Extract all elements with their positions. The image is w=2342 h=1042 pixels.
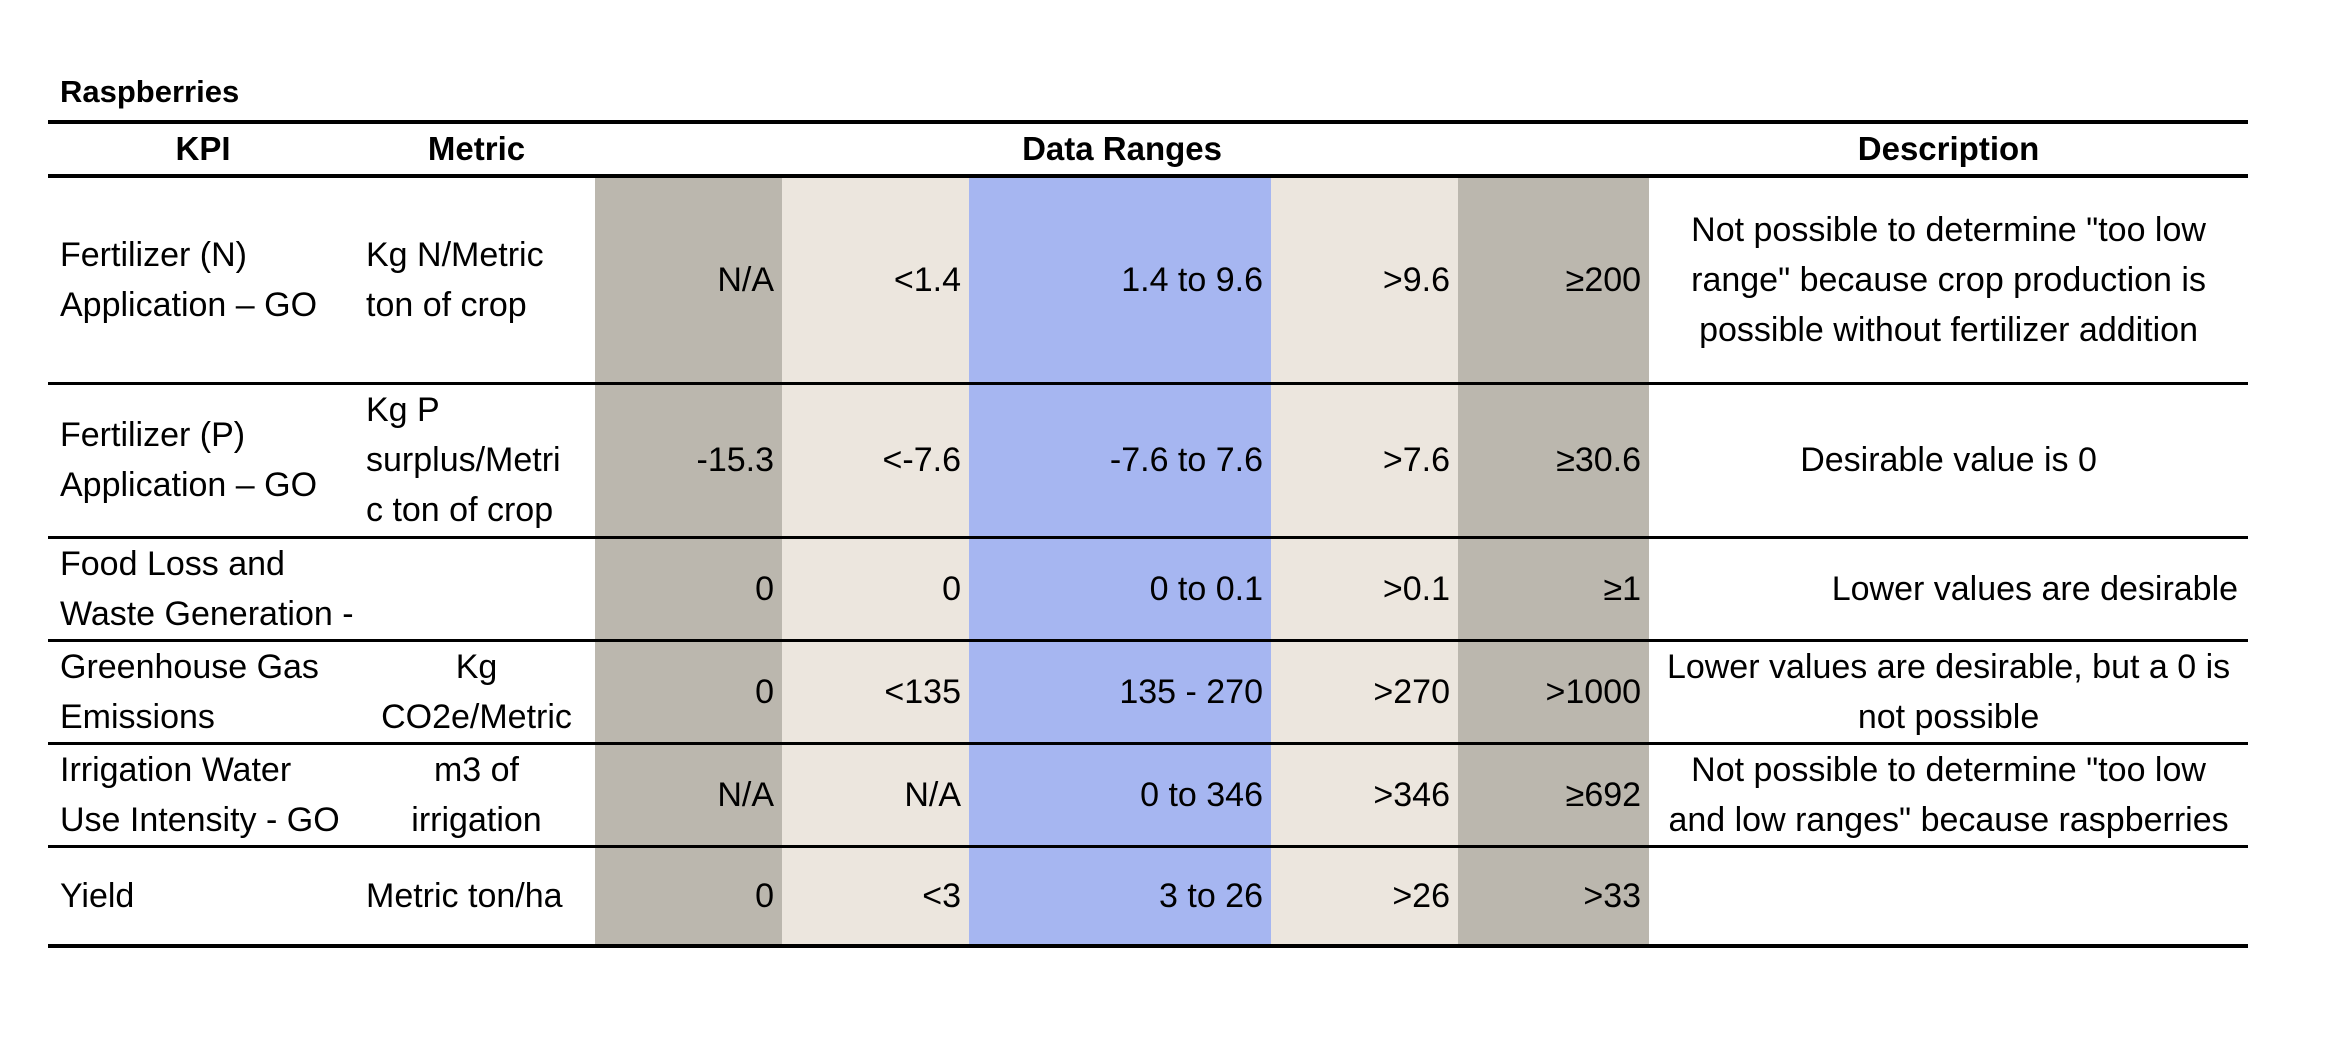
range-low: <135: [782, 640, 969, 743]
range-low: <-7.6: [782, 383, 969, 537]
range-low: N/A: [782, 743, 969, 846]
metric-line: Kg P: [366, 391, 440, 429]
kpi-cell: Yield: [48, 846, 358, 946]
metric-line: irrigation: [411, 800, 542, 839]
header-description: Description: [1649, 120, 2249, 178]
metric-cell: Kg N/Metric ton of crop: [358, 176, 595, 383]
header-metric: Metric: [358, 120, 595, 178]
range-too-low: 0: [595, 846, 782, 946]
description-line: possible without fertilizer addition: [1699, 310, 2199, 349]
metric-cell: Kg P surplus/Metri c ton of crop: [358, 383, 595, 537]
header-data-ranges: Data Ranges: [595, 120, 1650, 178]
kpi-table: KPI Metric Data Ranges Description Ferti…: [48, 120, 2249, 948]
kpi-line: Irrigation Water: [60, 750, 292, 789]
description-cell: Desirable value is 0: [1649, 383, 2248, 537]
description-cell: Lower values are desirable: [1649, 537, 2248, 640]
range-too-high: ≥1: [1458, 537, 1650, 640]
kpi-cell: Fertilizer (N) Application – GO: [48, 176, 358, 383]
range-too-high: ≥30.6: [1458, 383, 1650, 537]
metric-cell: m3 of irrigation: [358, 743, 595, 846]
range-high: >26: [1271, 846, 1458, 946]
range-too-high: ≥200: [1458, 176, 1650, 383]
kpi-line: Fertilizer (P): [60, 416, 246, 454]
table-row: Fertilizer (N) Application – GO Kg N/Met…: [48, 176, 2249, 383]
range-high: >9.6: [1271, 176, 1458, 383]
metric-line: c ton of crop: [366, 491, 554, 529]
range-too-low: -15.3: [595, 383, 782, 537]
range-high: >346: [1271, 743, 1458, 846]
description-line: and low ranges" because raspberries: [1668, 800, 2229, 839]
range-low: 0: [782, 537, 969, 640]
sheet-title: Raspberries: [60, 74, 240, 109]
description-cell: Lower values are desirable, but a 0 is n…: [1649, 640, 2248, 743]
table-row: Yield Metric ton/ha 0 <3 3 to 26 >26 >33: [48, 846, 2249, 946]
range-desirable: 135 - 270: [969, 640, 1271, 743]
description-line: Lower values are desirable: [1831, 569, 2239, 608]
metric-line: Kg N/Metric: [366, 235, 544, 274]
range-high: >270: [1271, 640, 1458, 743]
kpi-line: Fertilizer (N): [60, 235, 247, 274]
kpi-line: Yield: [60, 876, 135, 915]
description-line: not possible: [1857, 697, 2040, 736]
kpi-line: Food Loss and: [60, 544, 285, 583]
metric-line: Metric ton/ha: [366, 876, 563, 915]
range-high: >0.1: [1271, 537, 1458, 640]
description-line: Desirable value is 0: [1800, 441, 2097, 479]
metric-line: Kg: [455, 647, 498, 686]
metric-line: m3 of: [433, 750, 520, 789]
metric-line: CO2e/Metric: [381, 697, 572, 736]
kpi-line: Application – GO: [60, 466, 318, 504]
range-too-high: >33: [1458, 846, 1650, 946]
range-too-high: ≥692: [1458, 743, 1650, 846]
metric-line: surplus/Metri: [366, 441, 561, 479]
range-desirable: 0 to 346: [969, 743, 1271, 846]
header-row: KPI Metric Data Ranges Description: [48, 120, 2249, 178]
range-desirable: 1.4 to 9.6: [969, 176, 1271, 383]
range-high: >7.6: [1271, 383, 1458, 537]
kpi-cell: Food Loss and Waste Generation -: [48, 537, 358, 640]
kpi-line: Emissions: [60, 697, 215, 736]
range-desirable: 0 to 0.1: [969, 537, 1271, 640]
description-line: Lower values are desirable, but a 0 is: [1666, 647, 2231, 686]
description-cell: [1649, 846, 2248, 946]
range-too-low: N/A: [595, 176, 782, 383]
kpi-line: Application – GO: [60, 285, 318, 324]
description-cell: Not possible to determine "too low range…: [1649, 176, 2248, 383]
metric-line: ton of crop: [366, 285, 527, 324]
metric-cell: [358, 537, 595, 640]
range-too-low: 0: [595, 537, 782, 640]
range-too-low: 0: [595, 640, 782, 743]
description-line: Not possible to determine "too low: [1691, 210, 2206, 249]
kpi-cell: Fertilizer (P) Application – GO: [48, 383, 358, 537]
range-low: <3: [782, 846, 969, 946]
table-row: Greenhouse Gas Emissions Kg CO2e/Metric …: [48, 640, 2249, 743]
range-too-low: N/A: [595, 743, 782, 846]
range-too-high: >1000: [1458, 640, 1650, 743]
table-row: Irrigation Water Use Intensity - GO m3 o…: [48, 743, 2249, 846]
kpi-line: Greenhouse Gas: [60, 647, 319, 686]
metric-cell: Kg CO2e/Metric: [358, 640, 595, 743]
range-desirable: 3 to 26: [969, 846, 1271, 946]
kpi-line: Use Intensity - GO: [60, 800, 340, 839]
description-cell: Not possible to determine "too low and l…: [1649, 743, 2248, 846]
range-low: <1.4: [782, 176, 969, 383]
table-row: Food Loss and Waste Generation - 0 0 0 t…: [48, 537, 2249, 640]
range-desirable: -7.6 to 7.6: [969, 383, 1271, 537]
metric-cell: Metric ton/ha: [358, 846, 595, 946]
kpi-line: Waste Generation -: [60, 594, 354, 633]
header-kpi: KPI: [48, 120, 358, 178]
description-line: Not possible to determine "too low: [1691, 750, 2206, 789]
description-line: range" because crop production is: [1691, 260, 2206, 299]
kpi-cell: Irrigation Water Use Intensity - GO: [48, 743, 358, 846]
table-row: Fertilizer (P) Application – GO Kg P sur…: [48, 383, 2249, 537]
kpi-cell: Greenhouse Gas Emissions: [48, 640, 358, 743]
